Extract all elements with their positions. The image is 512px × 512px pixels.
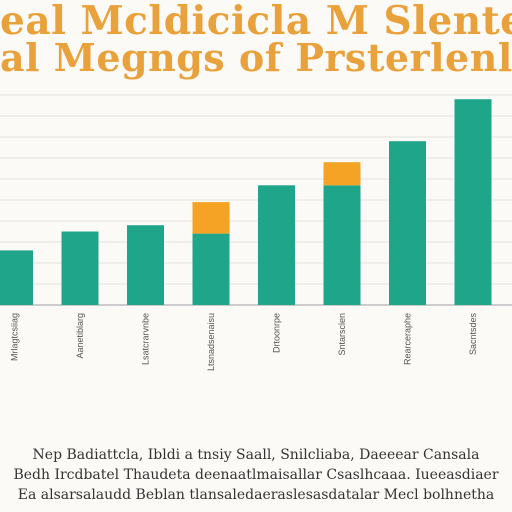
chart-title-line-1: eal Mcldicicla M Slente Pcalled xyxy=(0,0,512,44)
chart-title-line-2: al Megngs of Prsterlenlah xyxy=(0,36,512,80)
bar-segment-orange xyxy=(192,202,230,234)
bar-segment-green xyxy=(258,185,295,305)
bar-segment-green xyxy=(127,225,164,305)
chart-footnote-line-2: Bedh Ircdbatel Thaudeta deenaatlmaisalla… xyxy=(13,467,499,483)
bar-segment-green xyxy=(323,185,361,305)
chart-footnote-line-1: Nep Badiattcla, Ibldi a tnsiy Saall, Sni… xyxy=(32,447,480,463)
tick-labels: Mrlagtcsiiag Aanetiblarg Lsatcrarvnbe Ltsna… xyxy=(10,313,479,372)
bar-segment-green xyxy=(454,99,492,305)
bar-segment-green xyxy=(61,231,99,305)
bar-segment-orange xyxy=(323,162,361,186)
bar-segment-green xyxy=(192,233,230,305)
x-tick-label: Rearceraphe xyxy=(403,313,413,365)
x-tick-label: Drtoonrpe xyxy=(272,313,282,353)
x-tick-label: Ltsnadsenaisu xyxy=(206,313,216,371)
x-tick-label: Lsatcrarvnbe xyxy=(141,313,151,365)
x-tick-label: Sacntsdes xyxy=(468,313,478,356)
chart-footnote-line-3: Ea alsarsalaudd Beblan tlansaledaerasles… xyxy=(17,487,495,503)
x-tick-label: Sntarsclen xyxy=(337,313,347,356)
bar-segment-green xyxy=(389,141,426,305)
bars xyxy=(0,99,492,305)
bar-segment-green xyxy=(0,250,33,305)
x-tick-label: Aanetiblarg xyxy=(75,313,85,359)
x-tick-label: Mrlagtcsiiag xyxy=(10,313,20,361)
